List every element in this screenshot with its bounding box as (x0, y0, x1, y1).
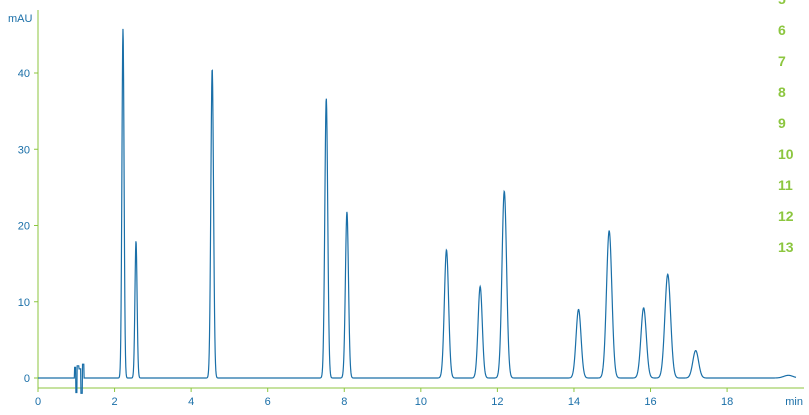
y-tick-label: 0 (24, 373, 30, 385)
peak-5 (346, 211, 348, 213)
side-label-list: 5 6 7 8 9 10 11 12 13 (778, 0, 794, 255)
y-tick-label: 10 (18, 297, 30, 309)
y-tick-label: 30 (18, 144, 30, 156)
peak-8 (503, 190, 505, 192)
peak-7 (479, 285, 481, 287)
x-tick-label: 8 (341, 396, 347, 408)
x-tick-label: 4 (188, 396, 194, 408)
x-axis-label: min (785, 396, 803, 408)
peak-11 (642, 307, 644, 309)
peak-13 (694, 349, 696, 351)
peak-9 (577, 308, 579, 310)
peak-12 (667, 273, 669, 275)
peak-marker-group (122, 28, 697, 352)
side-label-9: 9 (778, 115, 786, 131)
x-tick-label: 12 (491, 396, 503, 408)
axes (37, 10, 804, 389)
peak-10 (608, 230, 610, 232)
chromatogram-trace (38, 28, 797, 394)
side-label-8: 8 (778, 84, 786, 100)
peak-2 (135, 240, 137, 242)
y-tick-label: 40 (18, 68, 30, 80)
side-label-11: 11 (778, 177, 793, 193)
y-axis-label: mAU (8, 13, 33, 25)
x-tick-label: 2 (112, 396, 118, 408)
side-label-7: 7 (778, 53, 786, 69)
y-tick-group: 0 10 20 30 40 (18, 68, 38, 385)
x-tick-label: 0 (35, 396, 41, 408)
x-tick-label: 14 (568, 396, 580, 408)
side-label-5: 5 (778, 0, 786, 7)
peak-1 (122, 28, 124, 30)
peak-3 (211, 67, 213, 69)
y-tick-label: 20 (18, 221, 30, 233)
side-label-12: 12 (778, 208, 794, 224)
x-tick-label: 6 (265, 396, 271, 408)
x-tick-label: 16 (644, 396, 656, 408)
side-label-6: 6 (778, 22, 786, 38)
peak-6 (445, 249, 447, 251)
side-label-10: 10 (778, 146, 794, 162)
side-label-13: 13 (778, 239, 794, 255)
x-tick-group: 0 2 4 6 8 10 12 14 16 18 (35, 388, 733, 408)
x-tick-label: 10 (415, 396, 427, 408)
peak-4 (325, 97, 327, 99)
x-tick-label: 18 (721, 396, 733, 408)
